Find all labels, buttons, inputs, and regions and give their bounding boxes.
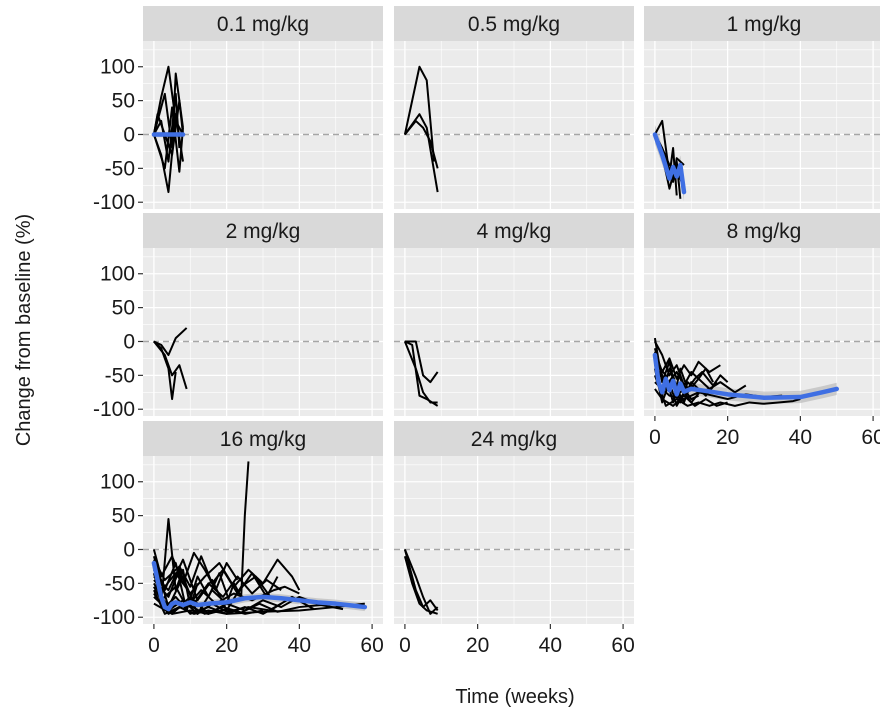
facet-label: 0.5 mg/kg [468,13,560,36]
facet-label: 0.1 mg/kg [217,13,309,36]
individual-series-line [153,592,344,615]
x-tick-label: 40 [789,426,812,449]
y-tick-label: -100 [93,398,135,421]
facet-strip [644,6,880,41]
facet-label: 16 mg/kg [220,428,306,451]
individual-series-line [403,65,435,162]
panel-0-5-mg-kg: 0.5 mg/kg [394,6,634,209]
y-tick-label: 50 [112,90,135,113]
facet-strip [394,213,634,248]
smooth-trend-line [652,132,687,195]
x-tick-label: 20 [716,426,739,449]
x-tick-label: 60 [611,634,634,657]
x-tick-label: 0 [148,634,160,657]
y-axis-title: Change from baseline (%) [13,214,35,446]
grid-lines [394,456,634,624]
y-tick-label: 100 [100,56,135,79]
individual-series-line [152,99,184,156]
y-tick-label: -50 [105,364,135,387]
x-tick-label: 20 [215,634,238,657]
facet-strip [143,6,383,41]
individual-series-line [653,351,721,380]
individual-series-line [654,388,728,407]
panel-data [151,461,368,615]
individual-series-line [653,375,801,407]
facet-label: 4 mg/kg [477,220,552,243]
y-tick-label: -50 [105,572,135,595]
panel-data [652,119,687,202]
individual-series-line [404,119,439,169]
panel-data [151,65,186,194]
facet-strip [394,421,634,456]
panel-1-mg-kg: 1 mg/kg [644,6,880,209]
panel-2-mg-kg: 2 mg/kg 100 50 0 -50 -100 [93,213,383,421]
panel-data [652,337,839,407]
panel-0-1-mg-kg: 0.1 mg/kg 100 50 0 -50 -100 [93,6,383,214]
y-tick-label: 100 [100,263,135,286]
panel-data [403,340,439,407]
panel-16-mg-kg: 16 mg/kg 100 50 0 -50 -100 0 20 40 60 [93,421,384,657]
individual-series-line [403,549,439,615]
facet-label: 2 mg/kg [226,220,301,243]
individual-series-line [404,340,439,384]
x-tick-label: 40 [539,634,562,657]
panel-data [153,327,188,401]
x-tick-label: 60 [861,426,880,449]
individual-series-line [403,341,438,404]
individual-series-line [153,558,272,612]
y-tick-label: 50 [112,505,135,528]
panel-data [403,65,439,193]
facet-strip [143,421,383,456]
grid-lines [143,248,383,416]
x-tick-label: 0 [399,634,411,657]
individual-series-line [153,586,282,615]
facet-label: 24 mg/kg [471,428,557,451]
panel-4-mg-kg: 4 mg/kg [394,213,634,416]
y-tick-label: 0 [123,123,135,146]
y-tick-label: 50 [112,297,135,320]
y-tick-label: -50 [105,157,135,180]
individual-series-line [153,602,264,615]
panel-24-mg-kg: 24 mg/kg 0 20 40 60 [394,421,635,657]
individual-series-line [152,106,184,173]
individual-series-line [153,340,188,390]
facet-strip [394,6,634,41]
grid-lines [143,41,383,209]
y-tick-label: 0 [123,538,135,561]
facet-strip [644,213,880,248]
facet-strip [143,213,383,248]
x-axis-title: Time (weeks) [455,686,574,708]
individual-series-line [153,555,279,598]
y-tick-label: -100 [93,191,135,214]
smooth-trend-line [151,560,368,612]
individual-series-line [654,364,747,394]
individual-series-line [153,327,188,357]
smooth-trend-line [652,352,839,400]
facet-label: 8 mg/kg [727,220,802,243]
x-tick-label: 20 [466,634,489,657]
panel-8-mg-kg: 8 mg/kg 0 20 40 60 [644,213,880,449]
y-tick-label: 100 [100,471,135,494]
individual-series-line [152,549,239,592]
panels-layer: 0.1 mg/kg 100 50 0 -50 -100 0.5 mg/kg 1 mg/kg 2 … [93,6,880,657]
panel-data [403,549,439,615]
y-tick-label: -100 [93,606,135,629]
facet-label: 1 mg/kg [727,13,802,36]
x-tick-label: 0 [649,426,661,449]
x-tick-label: 40 [288,634,311,657]
x-tick-label: 60 [360,634,383,657]
y-tick-label: 0 [123,330,135,353]
